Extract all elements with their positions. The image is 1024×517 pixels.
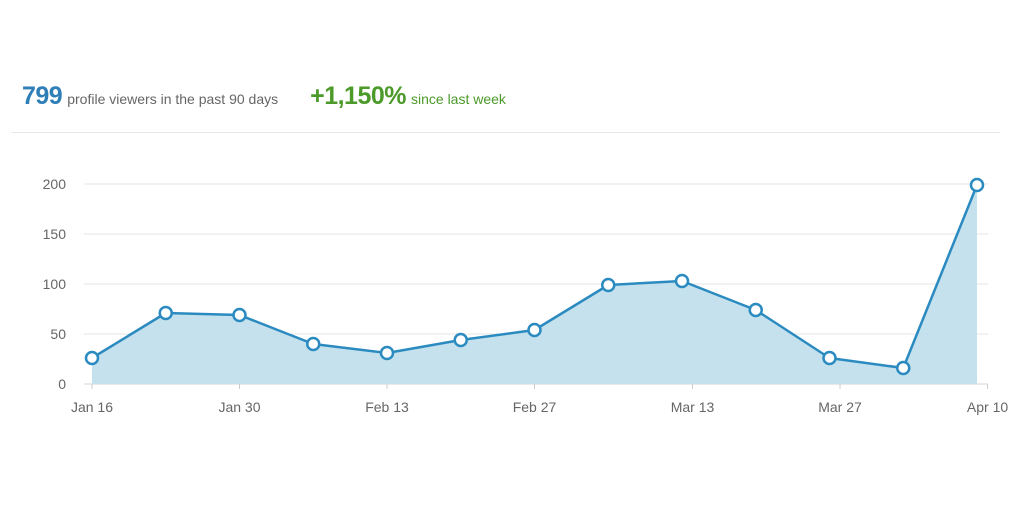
x-axis-ticks: Jan 16 Jan 30 Feb 13 Feb 27 Mar 13 Mar 27 Apr … — [71, 399, 1008, 415]
data-point — [748, 302, 763, 318]
data-point — [601, 277, 616, 293]
viewers-label: profile viewers in the past 90 days — [67, 91, 279, 107]
x-tick-label: Jan 30 — [218, 399, 260, 415]
data-point — [527, 322, 542, 338]
y-tick-label: 100 — [43, 276, 67, 292]
change-label: since last week — [411, 91, 506, 107]
x-tick-label: Mar 13 — [671, 399, 715, 415]
data-point — [453, 332, 468, 348]
change-value: +1,150% — [310, 82, 406, 110]
y-tick-label: 150 — [43, 226, 67, 242]
x-tick-label: Apr 10 — [967, 399, 1008, 415]
data-point — [84, 350, 100, 366]
data-point — [896, 360, 911, 376]
y-tick-label: 0 — [58, 376, 66, 392]
data-point — [306, 336, 321, 352]
x-tick-label: Feb 13 — [365, 399, 409, 415]
data-point — [232, 307, 247, 323]
series-area — [92, 185, 977, 384]
data-point — [158, 305, 173, 321]
y-axis-ticks: 0 50 100 150 200 — [43, 176, 67, 392]
y-tick-label: 200 — [43, 176, 67, 192]
y-tick-label: 50 — [50, 326, 66, 342]
x-tick-label: Feb 27 — [513, 399, 557, 415]
data-point — [674, 273, 690, 289]
data-point — [822, 350, 837, 366]
x-tick-label: Mar 27 — [818, 399, 862, 415]
header-divider — [12, 132, 1000, 133]
data-point — [379, 345, 395, 361]
area-layer — [92, 185, 977, 384]
stats-bar: 799 profile viewers in the past 90 days … — [22, 82, 506, 111]
point-layer — [84, 177, 985, 376]
x-tick-label: Jan 16 — [71, 399, 113, 415]
viewers-count[interactable]: 799 — [22, 82, 63, 110]
data-point — [969, 177, 985, 193]
